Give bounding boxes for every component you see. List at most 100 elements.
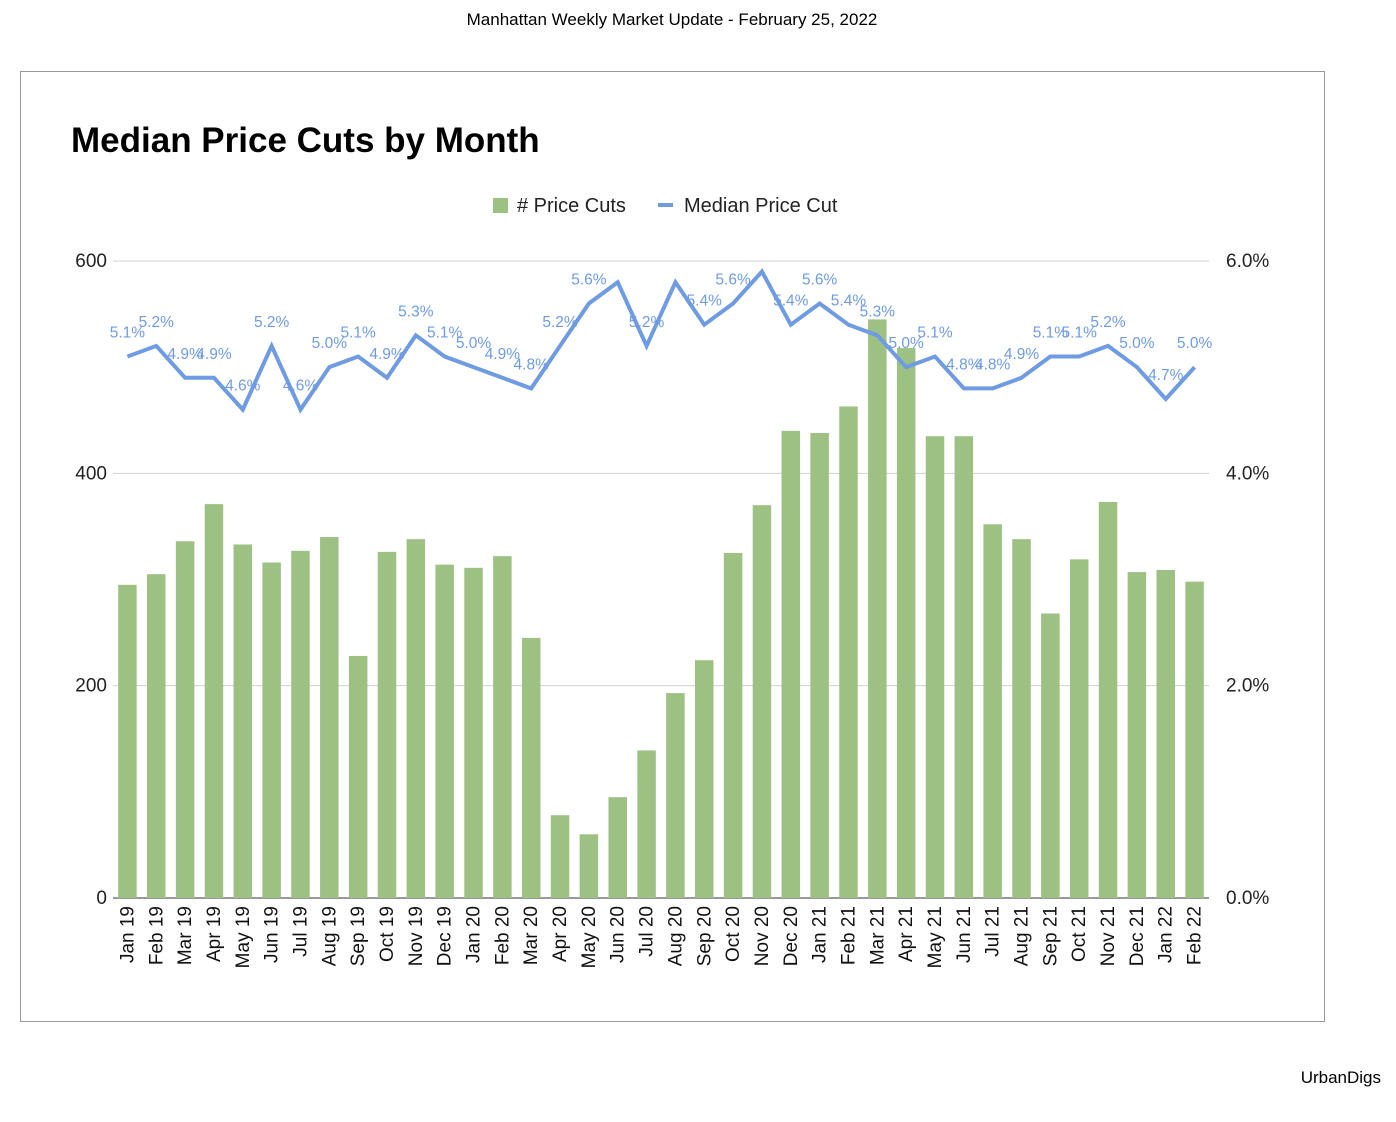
x-tick-label: Oct 20 (723, 906, 744, 962)
y-tick-label: 200 (75, 676, 107, 697)
line-data-label: 4.6% (225, 378, 261, 395)
line-data-label: 5.1% (110, 325, 146, 342)
x-tick-label: Jan 22 (1156, 906, 1177, 963)
line-data-label: 5.4% (831, 293, 867, 310)
bar (1127, 572, 1147, 898)
line-data-label: 5.1% (340, 325, 376, 342)
line-data-label: 5.0% (312, 335, 348, 352)
x-tick-label: Jun 21 (954, 906, 975, 963)
x-axis: Jan 19 Feb 19 Mar 19 Apr 19 May 19 Jun 19 Jul … (117, 906, 1205, 968)
x-tick-label: Nov 20 (752, 906, 773, 966)
line-data-label: 4.7% (1148, 367, 1184, 384)
bar (493, 556, 512, 898)
x-tick-label: Apr 19 (204, 906, 225, 962)
bar (637, 750, 656, 898)
x-tick-label: Dec 20 (781, 906, 802, 966)
line-data-label: 5.3% (860, 303, 896, 320)
x-tick-label: May 21 (925, 906, 946, 968)
x-tick-label: Feb 20 (492, 906, 513, 965)
bar (435, 564, 454, 898)
x-tick-label: Jun 19 (262, 906, 283, 963)
y2-tick-label: 4.0% (1226, 463, 1269, 484)
x-tick-label: Oct 19 (377, 906, 398, 962)
bar (723, 552, 743, 898)
bar (608, 797, 627, 898)
x-tick-label: Jan 21 (810, 906, 831, 963)
x-tick-label: Apr 20 (550, 906, 571, 962)
bar (896, 348, 916, 899)
bar (1041, 613, 1060, 898)
line-data-label: 4.9% (369, 346, 405, 363)
bar (550, 815, 570, 898)
x-tick-label: Mar 21 (867, 906, 888, 965)
line-data-label: 5.4% (687, 293, 723, 310)
line-data-label: 4.8% (514, 356, 550, 373)
bar (695, 660, 714, 898)
line-data-label: 5.2% (139, 314, 175, 331)
line-data-label: 5.6% (802, 271, 838, 288)
y-tick-label: 600 (75, 251, 107, 272)
line-data-label: 5.6% (715, 271, 751, 288)
line-series-median-price-cut (126, 268, 1197, 414)
bar-series-price-cuts (118, 319, 1204, 899)
footer-brand: UrbanDigs (1300, 1068, 1381, 1087)
bar (752, 505, 772, 898)
bar (406, 539, 426, 898)
bar (1098, 501, 1118, 898)
x-tick-label: Feb 21 (838, 906, 859, 965)
line-data-label: 4.9% (485, 346, 521, 363)
x-tick-label: Aug 19 (319, 906, 340, 966)
x-tick-label: Sep 20 (694, 906, 715, 966)
bar (521, 637, 541, 898)
bar (839, 406, 858, 898)
bar (204, 504, 224, 898)
x-tick-label: Jan 19 (117, 906, 138, 963)
bar (1012, 539, 1031, 898)
bar (147, 574, 166, 898)
x-tick-label: Mar 20 (521, 906, 542, 965)
y2-tick-label: 6.0% (1226, 251, 1269, 272)
line-data-label: 4.9% (196, 346, 232, 363)
x-tick-label: Jul 20 (637, 906, 658, 957)
legend-label-line: Median Price Cut (684, 195, 838, 217)
bar (233, 544, 253, 898)
bar (175, 541, 195, 898)
line-data-label: 5.1% (1062, 325, 1098, 342)
x-tick-label: Jul 21 (983, 906, 1004, 957)
line-data-label: 4.6% (283, 378, 319, 395)
y-tick-label: 400 (75, 463, 107, 484)
y2-tick-label: 0.0% (1226, 888, 1269, 909)
x-tick-label: Dec 21 (1127, 906, 1148, 966)
legend-swatch-bar (493, 198, 508, 213)
x-tick-label: Sep 19 (348, 906, 369, 966)
bar (464, 567, 483, 898)
x-tick-label: Jul 19 (290, 906, 311, 957)
x-tick-label: Feb 22 (1185, 906, 1206, 965)
bar (1185, 581, 1204, 898)
x-tick-label: Jun 20 (608, 906, 629, 963)
line-data-label: 4.8% (975, 356, 1011, 373)
line-data-label: 5.2% (254, 314, 290, 331)
page-header-title: Manhattan Weekly Market Update - Februar… (466, 10, 878, 29)
line-data-label: 5.1% (917, 325, 953, 342)
line-data-labels: 5.1%5.2%4.9%4.9%4.6%5.2%4.6%5.0%5.1%4.9%… (110, 271, 1213, 394)
bar (291, 550, 310, 898)
chart-legend: # Price Cuts Median Price Cut (493, 195, 838, 217)
chart-title: Median Price Cuts by Month (71, 121, 540, 160)
bar (666, 693, 685, 898)
x-tick-label: Sep 21 (1040, 906, 1061, 966)
x-tick-label: Oct 21 (1069, 906, 1090, 962)
line-data-label: 5.3% (398, 303, 434, 320)
line-data-label: 4.8% (946, 356, 982, 373)
bar (118, 584, 137, 898)
line-path (126, 268, 1197, 414)
x-tick-label: Apr 21 (896, 906, 917, 962)
bar (810, 432, 829, 898)
bar (781, 430, 801, 898)
x-tick-label: Jan 20 (464, 906, 485, 963)
legend-label-bar: # Price Cuts (517, 195, 626, 217)
line-data-label: 5.0% (1177, 335, 1213, 352)
left-y-axis: 0 200 400 600 (75, 251, 107, 909)
bar (348, 655, 368, 898)
line-data-label: 5.1% (1033, 325, 1069, 342)
